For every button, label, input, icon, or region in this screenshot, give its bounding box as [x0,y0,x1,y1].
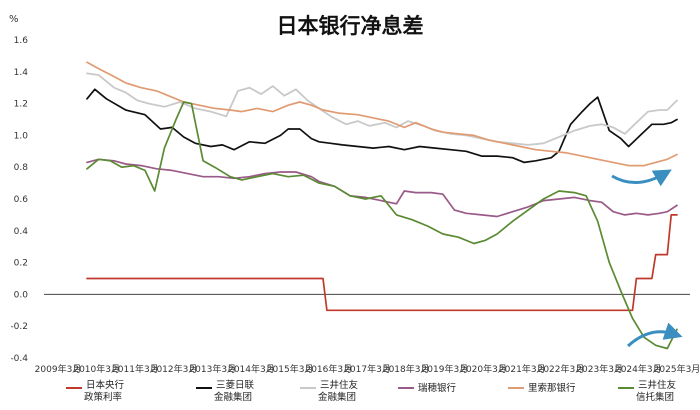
legend-label-line: 金融集团 [214,391,252,403]
legend-label-line: 信托集团 [636,391,674,403]
y-tick-label: 1.4 [14,68,29,78]
series-line-1 [86,88,678,164]
legend-label-line: 三井住友 [638,379,677,391]
x-tick-label: 2016年3月 [305,363,352,375]
x-tick-label: 2014年3月 [228,363,275,375]
x-tick-label: 2010年3月 [73,363,120,375]
x-tick-label: 2019年3月 [422,363,469,375]
x-tick-label: 2025年3月 [654,363,700,375]
annotation-arrows [611,169,683,348]
legend-label-line: 日本央行 [86,379,125,391]
series-line-3 [86,158,678,218]
series-layer [86,61,678,350]
x-tick-label: 2011年3月 [112,363,159,375]
series-line-4 [86,61,678,167]
y-tick-label: 1.2 [14,100,28,110]
y-tick-label: 1.0 [14,131,29,141]
y-tick-label: 0.2 [14,259,28,269]
x-tick-label: 2021年3月 [499,363,546,375]
x-tick-label: 2017年3月 [344,363,391,375]
y-tick-label: -0.4 [10,354,28,364]
y-tick-label: 0.8 [14,163,29,173]
legend-label-line: 三菱日联 [216,379,255,391]
curved-arrow-lower [626,322,683,348]
y-tick-label: 0.4 [14,227,29,237]
x-tick-label: 2022年3月 [538,363,585,375]
y-tick-label: -0.2 [10,322,28,332]
x-tick-label: 2020年3月 [460,363,507,375]
x-tick-label: 2009年3月 [35,363,82,375]
y-unit-label: % [9,14,19,25]
x-tick-label: 2018年3月 [383,363,430,375]
x-tick-label: 2023年3月 [576,363,623,375]
series-line-2 [86,72,678,146]
x-tick-label: 2012年3月 [151,363,198,375]
chart-title: 日本银行净息差 [277,14,424,38]
legend-label-1: 三菱日联金融集团 [214,379,255,403]
series-line-5 [86,101,678,350]
x-tick-label: 2024年3月 [615,363,662,375]
legend-label-5: 三井住友信托集团 [636,379,677,403]
x-tick-label: 2013年3月 [189,363,236,375]
legend-label-4: 里索那银行 [528,382,576,394]
y-tick-label: 0.6 [14,195,29,205]
y-tick-label: 1.6 [14,36,29,46]
y-tick-label: 0.0 [14,290,29,300]
legend-label-2: 三井住友金融集团 [318,379,359,403]
legend-label-3: 瑞穂银行 [418,382,457,394]
series-line-0 [86,214,678,312]
legend-label-0: 日本央行政策利率 [84,379,125,403]
legend-label-line: 金融集团 [318,391,356,403]
curved-arrow-upper [611,169,672,187]
legend-label-line: 三井住友 [320,379,359,391]
x-axis: 2009年3月2010年3月2011年3月2012年3月2013年3月2014年… [35,363,700,375]
legend-label-line: 政策利率 [84,391,123,403]
y-axis: 1.6 1.4 1.2 1.0 0.8 0.6 0.4 0.2 0.0 -0.2 -0.4 [10,36,28,364]
x-tick-label: 2015年3月 [267,363,314,375]
